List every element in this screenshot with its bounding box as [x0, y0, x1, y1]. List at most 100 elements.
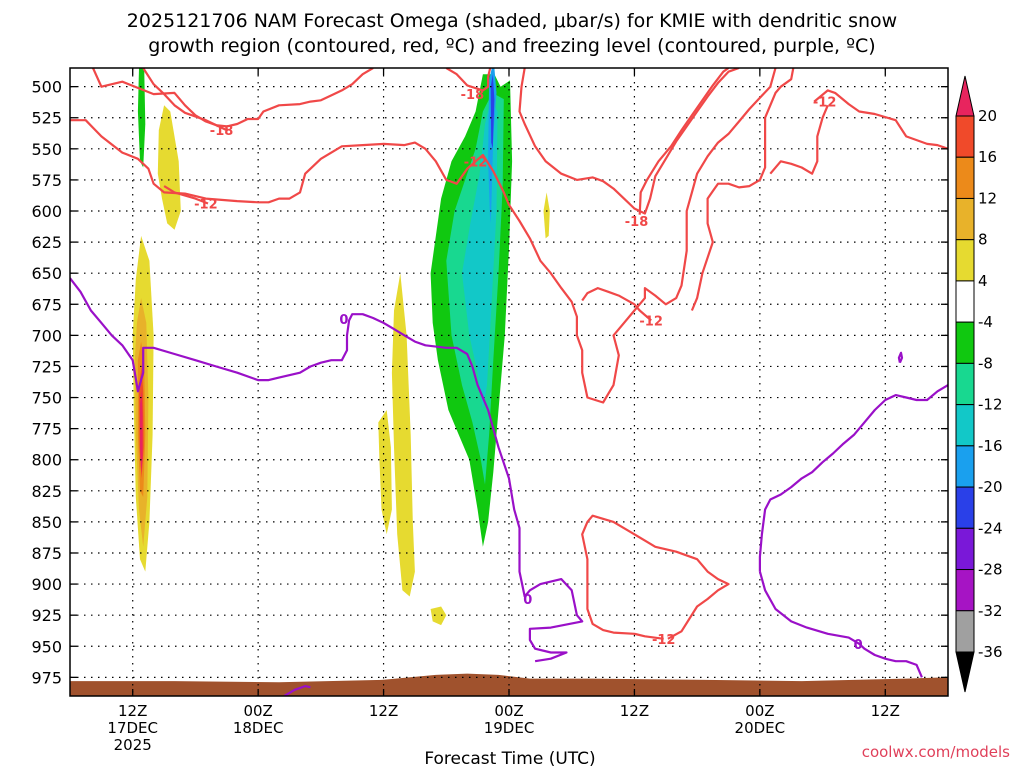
- y-tick-label-4: 600: [31, 202, 62, 221]
- colorbar-label-0: 20: [978, 107, 997, 125]
- colorbar-box-1: [955, 156, 975, 199]
- y-tick-label-6: 650: [31, 264, 62, 283]
- dgz-contour-2: [142, 68, 228, 132]
- omega-region-10: [378, 410, 392, 535]
- freezing-level-contours: [70, 277, 948, 696]
- dgz-contour-10: [813, 89, 948, 150]
- y-tick-label-17: 925: [31, 606, 62, 625]
- colorbar-box-5: [955, 321, 975, 364]
- dgz-contour-8: [581, 514, 730, 640]
- colorbar-label-5: -4: [978, 313, 993, 331]
- x-tick-label-5-0: 00Z: [745, 702, 774, 720]
- contour-label-5: -12: [639, 314, 663, 329]
- omega-region-7: [140, 391, 143, 473]
- contour-label-10: 0: [854, 638, 863, 653]
- omega-shading: [120, 68, 937, 626]
- x-tick-label-0-0: 12Z: [118, 702, 147, 720]
- x-tick-label-2-0: 12Z: [369, 702, 398, 720]
- colorbar-label-1: 16: [978, 148, 997, 166]
- x-tick-label-6-0: 12Z: [871, 702, 900, 720]
- x-tick-label-3-0: 00Z: [494, 702, 523, 720]
- colorbar-top-arrow: [955, 75, 975, 117]
- dendritic-growth-contours: [70, 68, 948, 640]
- colorbar-box-7: [955, 404, 975, 447]
- omega-region-20: [916, 161, 937, 323]
- colorbar-box-12: [955, 610, 975, 653]
- y-tick-label-15: 875: [31, 544, 62, 563]
- colorbar-bottom-arrow: [955, 651, 975, 693]
- dgz-contour-9: [690, 68, 795, 311]
- y-tick-label-2: 550: [31, 140, 62, 159]
- colorbar-label-10: -24: [978, 519, 1003, 537]
- contour-labels: -18 -12 -18 -12 -18 -12 -12 -12 0 0 0: [194, 88, 863, 653]
- y-tick-label-8: 700: [31, 326, 62, 345]
- colorbar-label-12: -32: [978, 602, 1003, 620]
- contour-label-0: -18: [210, 124, 234, 139]
- omega-region-9: [391, 273, 415, 597]
- y-tick-label-7: 675: [31, 295, 62, 314]
- colorbar-label-6: -8: [978, 354, 993, 372]
- y-tick-label-18: 950: [31, 637, 62, 656]
- omega-region-16: [462, 99, 498, 410]
- omega-region-1: [137, 68, 146, 168]
- colorbar-label-2: 12: [978, 189, 997, 207]
- colorbar-box-9: [955, 486, 975, 529]
- x-axis-label: Forecast Time (UTC): [424, 749, 595, 768]
- x-tick-label-4-0: 12Z: [620, 702, 649, 720]
- y-tick-label-16: 900: [31, 575, 62, 594]
- dgz-contour-3: [163, 185, 209, 205]
- dgz-contour-1: [91, 68, 374, 128]
- dgz-contour-5: [518, 68, 740, 215]
- omega-region-11: [430, 606, 447, 626]
- y-tick-label-11: 775: [31, 420, 62, 439]
- x-tick-label-0-2: 2025: [114, 736, 152, 754]
- chart-title-line-1: 2025121706 NAM Forecast Omega (shaded, μ…: [127, 10, 897, 32]
- contour-label-3: -12: [464, 155, 488, 170]
- colorbar-label-9: -20: [978, 478, 1003, 496]
- contour-label-2: -18: [461, 88, 485, 103]
- y-tick-label-1: 525: [31, 109, 62, 128]
- freezing-contour-3: [758, 571, 923, 678]
- colorbar-box-0: [955, 115, 975, 158]
- x-tick-label-3-1: 19DEC: [484, 719, 535, 737]
- contour-label-1: -12: [194, 198, 218, 213]
- y-tick-label-19: 975: [31, 668, 62, 687]
- colorbar-box-3: [955, 239, 975, 282]
- dgz-contour-0: [70, 68, 777, 404]
- dgz-contour-11: [769, 104, 829, 175]
- freezing-contour-4: [897, 351, 904, 364]
- omega-region-8: [120, 316, 129, 529]
- contour-label-7: -12: [813, 96, 837, 111]
- y-tick-label-9: 725: [31, 357, 62, 376]
- colorbar-label-8: -16: [978, 437, 1003, 455]
- y-tick-label-0: 500: [31, 78, 62, 97]
- dgz-contour-7: [581, 287, 652, 322]
- colorbar-box-11: [955, 569, 975, 612]
- y-tick-label-5: 625: [31, 233, 62, 252]
- colorbar-box-10: [955, 527, 975, 571]
- contour-label-8: 0: [339, 313, 348, 328]
- x-tick-label-0-1: 17DEC: [107, 719, 158, 737]
- contour-label-6: -12: [652, 633, 676, 648]
- freezing-contour-1: [283, 684, 311, 696]
- dgz-contour-6: [638, 68, 730, 215]
- colorbar-label-7: -12: [978, 396, 1003, 414]
- omega-region-21: [853, 447, 867, 504]
- freezing-contour-2: [758, 384, 948, 572]
- contour-label-9: 0: [523, 593, 532, 608]
- colorbar-box-6: [955, 362, 975, 406]
- y-axis-ticks: 500 525 550 575 600 625 650 675 700 725 750 775 800 8…: [31, 78, 948, 687]
- contour-label-4: -18: [625, 215, 649, 230]
- colorbar-label-11: -28: [978, 561, 1003, 579]
- omega-region-12: [543, 192, 550, 239]
- x-tick-label-5-1: 20DEC: [735, 719, 786, 737]
- colorbar-label-4: 4: [978, 272, 988, 290]
- colorbar-box-4: [955, 280, 975, 323]
- colorbar-label-13: -36: [978, 643, 1003, 661]
- omega-region-18: [490, 74, 495, 149]
- x-tick-label-1-1: 18DEC: [233, 719, 284, 737]
- omega-region-2: [157, 105, 181, 230]
- colorbar-box-2: [955, 197, 975, 241]
